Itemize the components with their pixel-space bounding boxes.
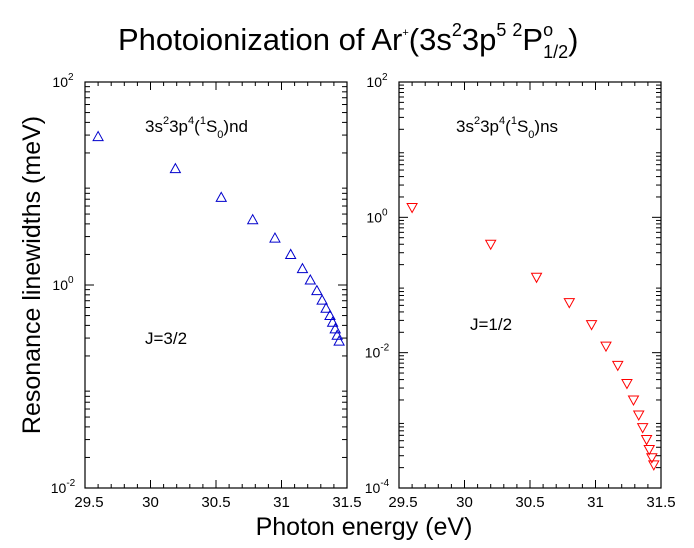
y-tick-label: 102 — [52, 72, 74, 90]
title-sup-3p: 5 — [496, 20, 506, 40]
y-tick-label: 100 — [52, 275, 74, 293]
data-point-triangle-up — [326, 316, 339, 327]
y-tick-label: 102 — [366, 72, 388, 90]
left-annot-sup3: 1 — [200, 115, 206, 127]
data-point-triangle-down — [647, 460, 660, 471]
panel-left-frame — [84, 81, 348, 489]
data-point-triangle-down — [636, 423, 649, 434]
data-point-triangle-up — [169, 162, 182, 174]
left-annot-open: ( — [194, 117, 200, 136]
title-sup-charge: + — [402, 27, 408, 39]
y-tick-label: 10-2 — [365, 343, 390, 361]
title-config-3s: (3s — [409, 22, 452, 57]
right-J-annotation: J=1/2 — [470, 315, 512, 334]
data-point-triangle-up — [311, 284, 323, 296]
data-point-triangle-up — [320, 302, 332, 313]
panel-right-points — [406, 202, 660, 471]
left-annot-nd: )nd — [223, 117, 248, 136]
right-annot-sup3: 1 — [511, 115, 517, 127]
data-point-triangle-up — [316, 294, 328, 305]
right-annot-sub0: 0 — [528, 129, 534, 141]
x-tick-label: 30.5 — [515, 494, 544, 511]
data-point-triangle-down — [530, 272, 543, 284]
data-point-triangle-down — [611, 360, 624, 372]
title-config-3p: 3p — [462, 22, 496, 57]
x-tick-label: 29.5 — [74, 494, 103, 511]
right-annot-ns: )ns — [534, 117, 558, 136]
data-point-triangle-down — [645, 453, 658, 464]
x-tick-label: 31.5 — [646, 494, 675, 511]
left-J-annotation: J=3/2 — [145, 329, 187, 348]
y-tick-label: 10-2 — [51, 478, 76, 496]
panel-right-frame — [398, 81, 662, 489]
data-point-triangle-up — [215, 191, 228, 202]
right-annot-3p: 3p — [480, 117, 499, 136]
x-tick-label: 31.5 — [332, 494, 361, 511]
x-tick-label: 31 — [273, 494, 290, 511]
data-point-triangle-down — [632, 410, 645, 422]
left-annot-sup2: 4 — [188, 115, 194, 127]
left-series-annotation: 3s23p4(1S0)nd — [145, 115, 248, 141]
data-point-triangle-down — [406, 202, 418, 214]
data-point-triangle-down — [484, 239, 497, 251]
right-annot-S: S — [517, 117, 528, 136]
right-series-annotation: 3s23p4(1S0)ns — [456, 115, 558, 141]
data-point-triangle-up — [296, 262, 309, 274]
data-point-triangle-up — [324, 309, 336, 321]
left-annot-sup1: 2 — [163, 115, 169, 127]
x-tick-label: 30 — [456, 494, 473, 511]
data-point-triangle-up — [92, 130, 104, 142]
y-tick-label: 10-4 — [365, 478, 390, 496]
data-point-triangle-down — [585, 320, 598, 331]
panel-left-points — [92, 130, 345, 346]
figure-title: Photoionization of Ar+(3s23p5 2Po 1/2) — [118, 20, 578, 62]
y-tick-label: 100 — [366, 207, 388, 225]
right-annot-sup1: 2 — [474, 115, 480, 127]
data-point-triangle-up — [246, 213, 259, 225]
left-annot-3s: 3s — [145, 117, 163, 136]
right-annot-open: ( — [505, 117, 511, 136]
data-point-triangle-down — [600, 341, 612, 353]
left-annot-sub0: 0 — [217, 129, 223, 141]
x-tick-label: 30 — [142, 494, 159, 511]
data-point-triangle-down — [621, 379, 633, 390]
x-tick-label: 31 — [587, 494, 604, 511]
left-annot-S: S — [206, 117, 217, 136]
x-axis-label: Photon energy (eV) — [256, 513, 473, 541]
right-annot-3s: 3s — [456, 117, 474, 136]
title-term-P: P — [522, 22, 543, 57]
data-point-triangle-up — [284, 248, 297, 259]
data-point-triangle-down — [643, 445, 656, 456]
x-tick-label: 29.5 — [388, 494, 417, 511]
title-sup-odd: o — [543, 20, 553, 40]
x-tick-label: 30.5 — [201, 494, 230, 511]
data-point-triangle-down — [563, 298, 576, 309]
data-point-triangle-up — [269, 232, 281, 243]
data-point-triangle-up — [333, 335, 345, 346]
title-sub-J: 1/2 — [543, 42, 568, 62]
y-axis-label: Resonance linewidths (meV) — [18, 116, 46, 434]
data-point-triangle-up — [304, 273, 317, 285]
left-annot-3p: 3p — [169, 117, 188, 136]
title-main: Photoionization of Ar — [118, 22, 402, 57]
title-close-paren: ) — [568, 22, 578, 57]
data-point-triangle-down — [640, 435, 653, 446]
title-sup-multiplicity: 2 — [512, 20, 522, 40]
data-point-triangle-down — [627, 395, 640, 406]
title-sup-3s: 2 — [452, 20, 462, 40]
right-annot-sup2: 4 — [499, 115, 505, 127]
data-point-triangle-up — [329, 322, 342, 334]
